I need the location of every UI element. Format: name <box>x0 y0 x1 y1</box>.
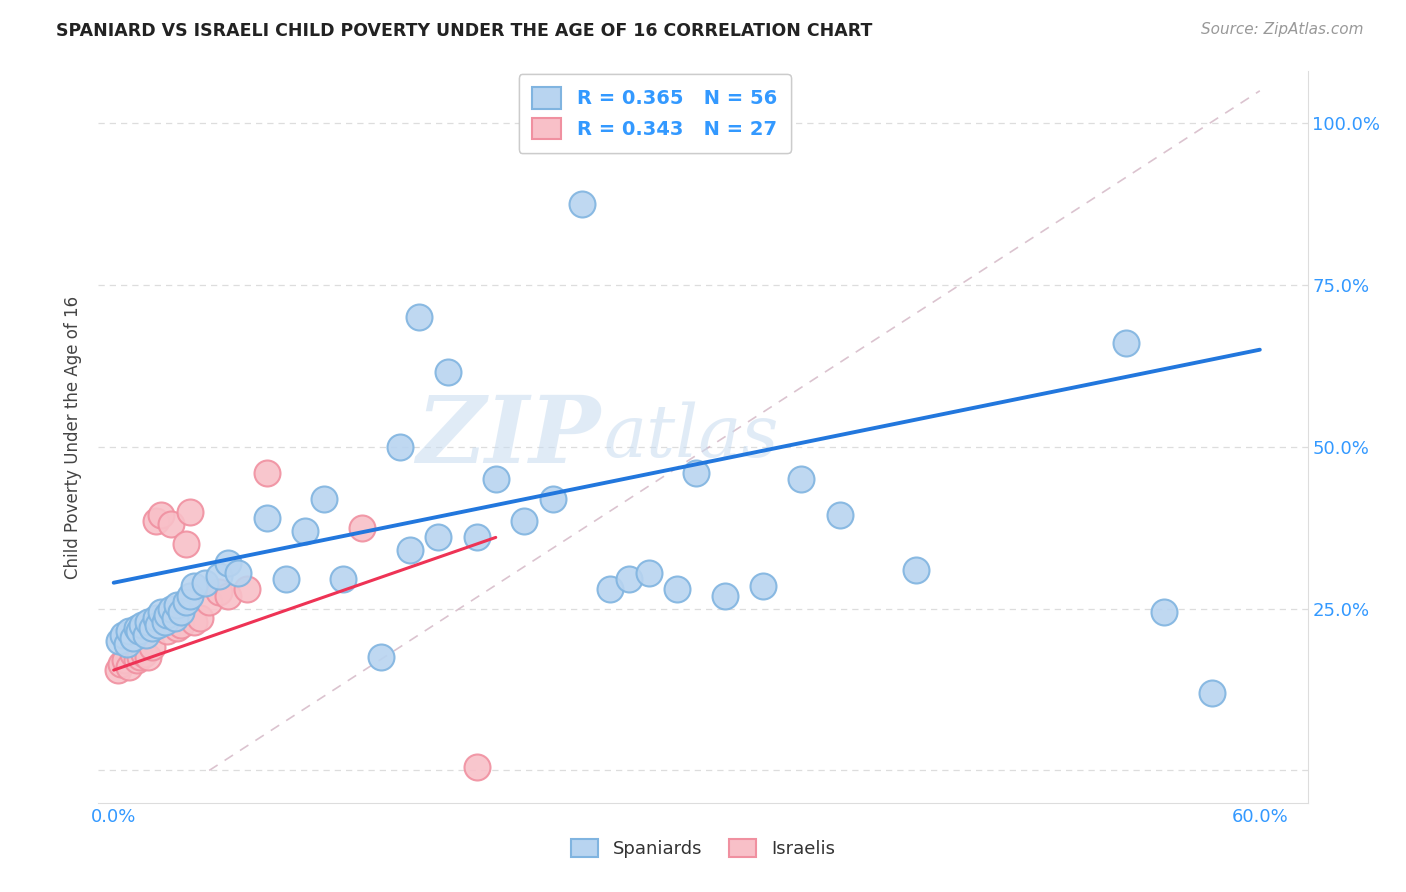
Point <box>599 582 621 597</box>
Point <box>155 615 177 629</box>
Point <box>198 595 221 609</box>
Point <box>179 504 201 518</box>
Point <box>256 511 278 525</box>
Point <box>350 521 373 535</box>
Point <box>128 624 150 639</box>
Point <box>485 472 508 486</box>
Point <box>135 627 157 641</box>
Point <box>107 663 129 677</box>
Point <box>332 573 354 587</box>
Point <box>370 650 392 665</box>
Point <box>166 621 188 635</box>
Point <box>183 579 205 593</box>
Point <box>108 634 131 648</box>
Point <box>226 566 249 580</box>
Point <box>136 615 159 629</box>
Point <box>145 611 167 625</box>
Point <box>828 508 851 522</box>
Point <box>141 621 163 635</box>
Point <box>1115 336 1137 351</box>
Point <box>174 595 197 609</box>
Point <box>125 653 148 667</box>
Point <box>398 543 420 558</box>
Point <box>437 365 460 379</box>
Point <box>408 310 430 325</box>
Point <box>571 197 593 211</box>
Point <box>136 650 159 665</box>
Point <box>465 760 488 774</box>
Y-axis label: Child Poverty Under the Age of 16: Child Poverty Under the Age of 16 <box>65 295 83 579</box>
Point <box>513 514 536 528</box>
Text: ZIP: ZIP <box>416 392 600 482</box>
Point <box>256 466 278 480</box>
Point <box>110 657 132 671</box>
Legend: Spaniards, Israelis: Spaniards, Israelis <box>564 831 842 865</box>
Text: SPANIARD VS ISRAELI CHILD POVERTY UNDER THE AGE OF 16 CORRELATION CHART: SPANIARD VS ISRAELI CHILD POVERTY UNDER … <box>56 22 873 40</box>
Point <box>183 615 205 629</box>
Point <box>160 517 183 532</box>
Point <box>134 647 156 661</box>
Point <box>666 582 689 597</box>
Point <box>121 631 143 645</box>
Point <box>217 589 239 603</box>
Point <box>904 563 927 577</box>
Point <box>685 466 707 480</box>
Point <box>150 605 173 619</box>
Point <box>1201 686 1223 700</box>
Point <box>752 579 775 593</box>
Point <box>188 611 211 625</box>
Point <box>312 491 335 506</box>
Point <box>118 660 141 674</box>
Point <box>160 601 183 615</box>
Point <box>174 537 197 551</box>
Point <box>163 611 186 625</box>
Point <box>217 557 239 571</box>
Point <box>294 524 316 538</box>
Point <box>114 653 136 667</box>
Point <box>150 508 173 522</box>
Point <box>112 627 135 641</box>
Point <box>169 617 191 632</box>
Point <box>166 599 188 613</box>
Text: Source: ZipAtlas.com: Source: ZipAtlas.com <box>1201 22 1364 37</box>
Point <box>208 569 231 583</box>
Point <box>194 575 217 590</box>
Point <box>179 589 201 603</box>
Point <box>169 605 191 619</box>
Point <box>389 440 412 454</box>
Point <box>146 617 169 632</box>
Text: atlas: atlas <box>603 401 779 473</box>
Point <box>121 647 143 661</box>
Legend: R = 0.365   N = 56, R = 0.343   N = 27: R = 0.365 N = 56, R = 0.343 N = 27 <box>519 74 790 153</box>
Point <box>714 589 737 603</box>
Point <box>274 573 297 587</box>
Point <box>156 624 179 639</box>
Point <box>141 640 163 655</box>
Point <box>427 530 450 544</box>
Point <box>1153 605 1175 619</box>
Point <box>465 530 488 544</box>
Point <box>637 566 659 580</box>
Point <box>129 650 152 665</box>
Point <box>541 491 564 506</box>
Point <box>118 624 141 639</box>
Point <box>125 621 148 635</box>
Point <box>236 582 259 597</box>
Point <box>115 637 138 651</box>
Point <box>156 608 179 623</box>
Point <box>619 573 641 587</box>
Point <box>208 585 231 599</box>
Point <box>790 472 813 486</box>
Point <box>145 514 167 528</box>
Point <box>131 617 153 632</box>
